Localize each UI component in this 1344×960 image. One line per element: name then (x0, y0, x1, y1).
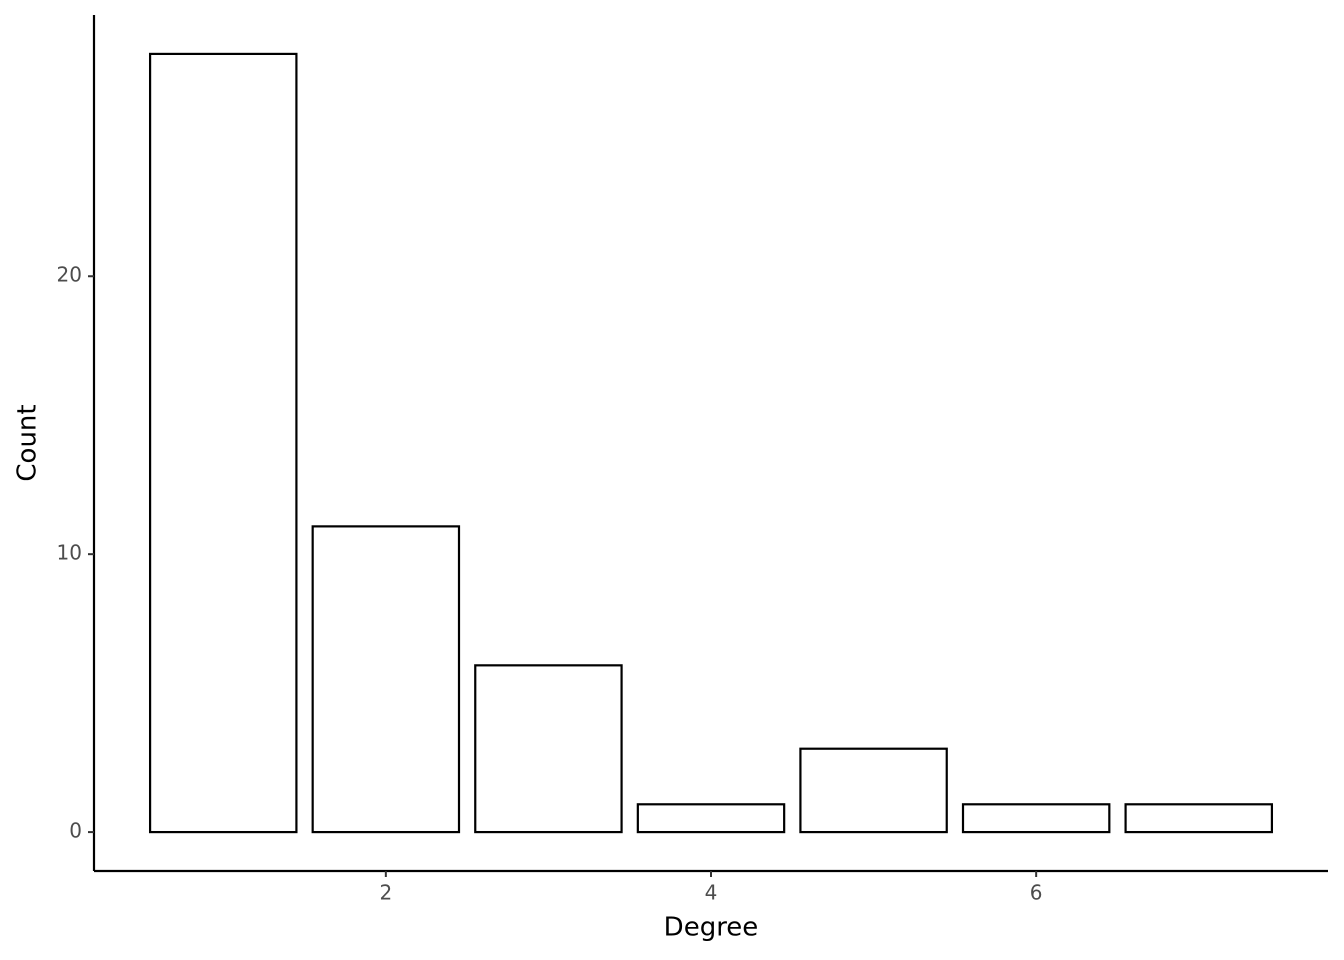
y-tick-label: 0 (69, 819, 82, 843)
bar (961, 803, 1111, 834)
x-axis-title: Degree (664, 913, 759, 943)
y-axis-title: Count (13, 404, 43, 481)
bar (1124, 803, 1274, 834)
bar (636, 803, 786, 834)
bar (148, 52, 298, 834)
bar (799, 747, 948, 834)
x-tick-label: 6 (1030, 881, 1043, 905)
y-tick-label: 10 (57, 541, 82, 565)
bar (311, 525, 461, 834)
bar (474, 664, 623, 834)
y-tick-label: 20 (57, 263, 82, 287)
x-tick-label: 4 (705, 881, 718, 905)
x-tick-label: 2 (379, 881, 392, 905)
